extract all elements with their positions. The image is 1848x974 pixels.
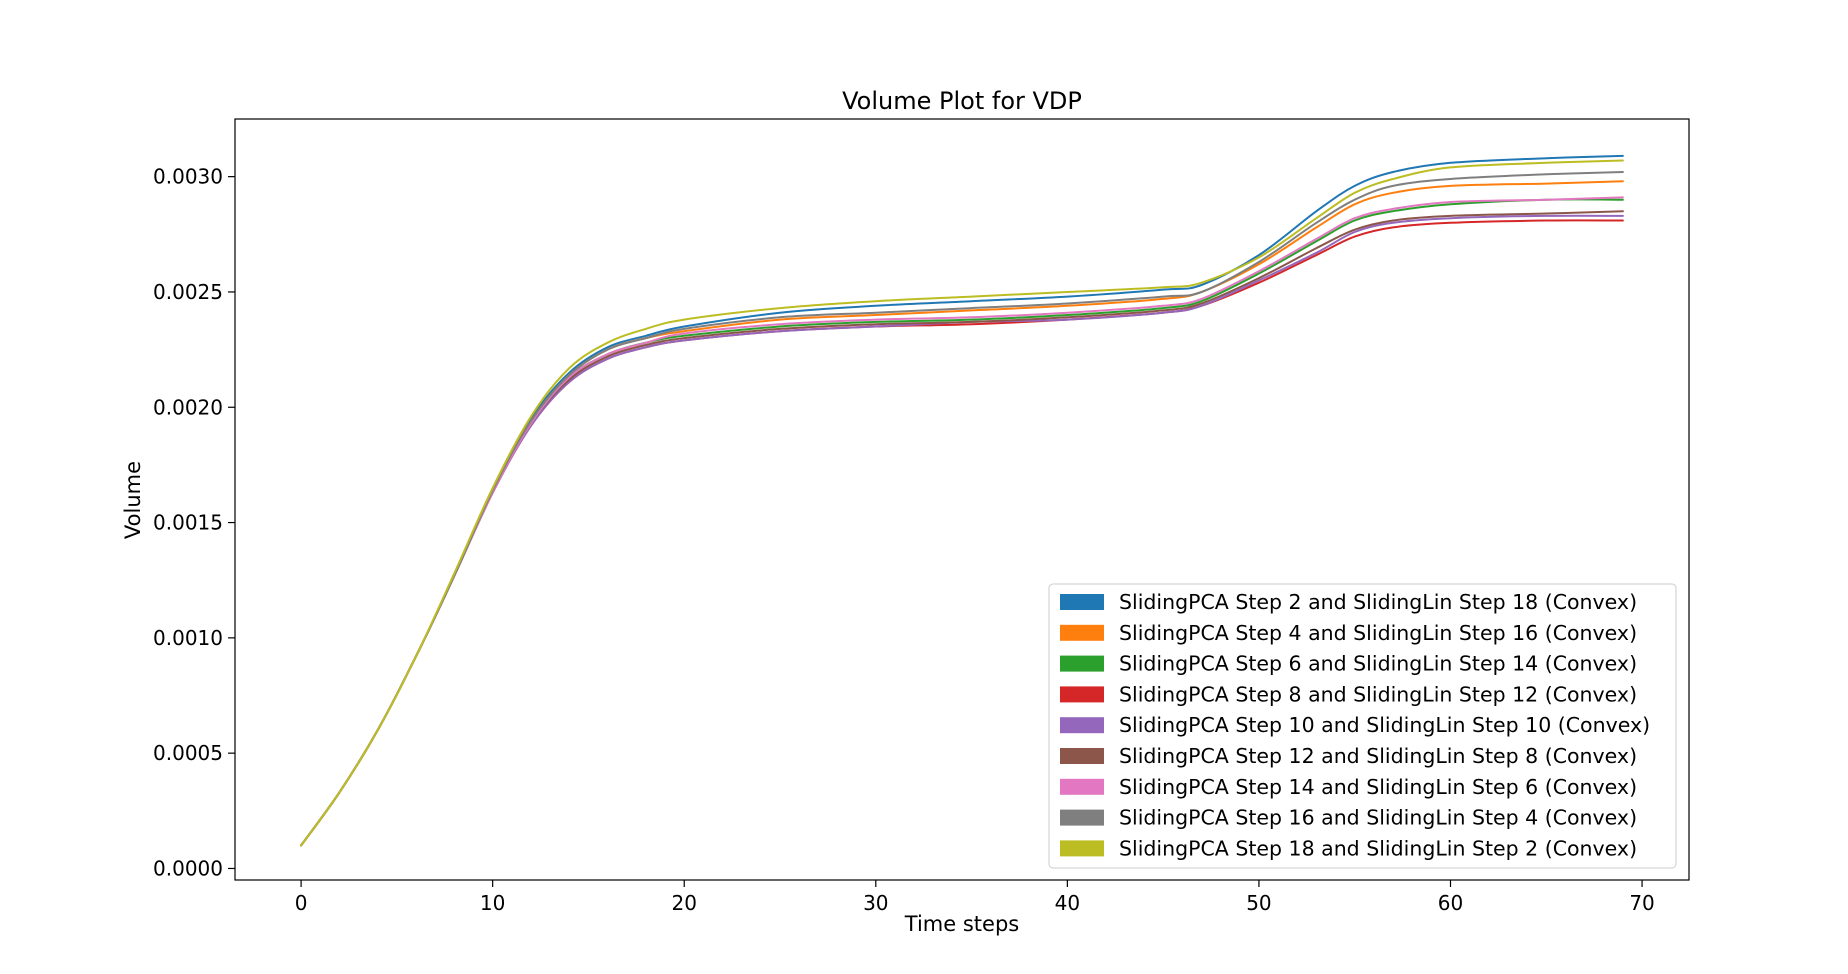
- y-tick-label: 0.0010: [153, 626, 223, 650]
- x-tick-label: 10: [480, 891, 505, 915]
- legend-box: [1048, 583, 1677, 869]
- legend-swatch: [1060, 594, 1104, 610]
- legend-swatch: [1060, 778, 1104, 795]
- x-tick-label: 30: [863, 891, 888, 915]
- legend-label: SlidingPCA Step 2 and SlidingLin Step 18…: [1119, 590, 1637, 614]
- x-axis-ticks: 0 10 20 30 40 50 60 70: [295, 880, 1655, 915]
- legend-swatch: [1060, 748, 1104, 764]
- legend-swatch: [1060, 809, 1104, 826]
- legend-swatch: [1060, 840, 1104, 857]
- legend-label: SlidingPCA Step 10 and SlidingLin Step 1…: [1119, 713, 1650, 737]
- legend-label: SlidingPCA Step 14 and SlidingLin Step 6…: [1119, 775, 1637, 799]
- y-tick-label: 0.0030: [153, 165, 223, 189]
- legend-label: SlidingPCA Step 4 and SlidingLin Step 16…: [1119, 621, 1637, 645]
- x-tick-label: 60: [1438, 891, 1463, 915]
- plot-frame: [234, 118, 1690, 881]
- legend-label: SlidingPCA Step 18 and SlidingLin Step 2…: [1119, 836, 1637, 860]
- legend-swatch: [1060, 686, 1104, 703]
- legend-swatch: [1060, 624, 1104, 641]
- y-axis-label: Volume: [121, 461, 145, 539]
- legend-swatch: [1060, 717, 1104, 734]
- y-tick-label: 0.0020: [153, 395, 223, 419]
- x-tick-label: 40: [1055, 891, 1080, 915]
- x-tick-label: 70: [1629, 891, 1654, 915]
- series-layer: [300, 154, 1624, 847]
- series-line-9: [300, 159, 1624, 847]
- y-tick-label: 0.0005: [153, 741, 223, 765]
- y-tick-label: 0.0000: [153, 856, 223, 880]
- legend-swatch: [1060, 655, 1104, 672]
- legend-label: SlidingPCA Step 8 and SlidingLin Step 12…: [1119, 682, 1637, 706]
- y-tick-label: 0.0015: [153, 511, 223, 535]
- legend-label: SlidingPCA Step 6 and SlidingLin Step 14…: [1119, 652, 1637, 676]
- x-tick-label: 20: [672, 891, 697, 915]
- x-tick-label: 0: [295, 891, 308, 915]
- x-axis-label: Time steps: [904, 912, 1019, 936]
- y-axis-ticks: 0.0000 0.0005 0.0010 0.0015 0.0020 0.0025 0.00…: [153, 165, 235, 880]
- legend: SlidingPCA Step 2 and SlidingLin Step 18…: [1048, 583, 1677, 869]
- legend-label: SlidingPCA Step 16 and SlidingLin Step 4…: [1119, 806, 1637, 830]
- legend-label: SlidingPCA Step 12 and SlidingLin Step 8…: [1119, 744, 1637, 768]
- chart-title: Volume Plot for VDP: [842, 87, 1082, 115]
- y-tick-label: 0.0025: [153, 280, 223, 304]
- x-tick-label: 50: [1246, 891, 1271, 915]
